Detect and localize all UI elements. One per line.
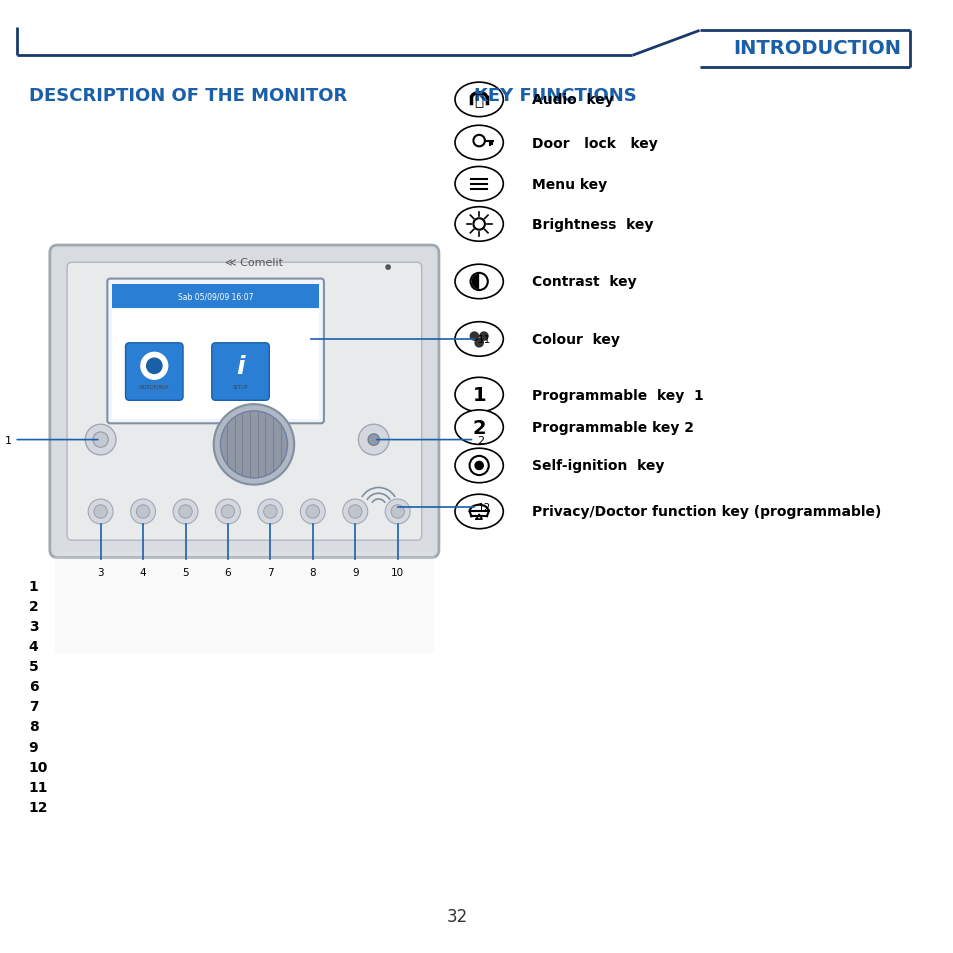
FancyBboxPatch shape — [50, 246, 438, 558]
Text: i: i — [236, 355, 245, 378]
Text: 7: 7 — [29, 700, 38, 714]
Text: 9: 9 — [29, 740, 38, 754]
Text: 1: 1 — [472, 386, 485, 405]
Circle shape — [257, 499, 282, 524]
Text: 1: 1 — [29, 578, 38, 593]
Text: KEY FUNCTIONS: KEY FUNCTIONS — [474, 87, 637, 105]
Circle shape — [348, 505, 361, 518]
Circle shape — [215, 499, 240, 524]
Text: Brightness  key: Brightness key — [532, 217, 653, 232]
FancyBboxPatch shape — [67, 263, 421, 540]
Circle shape — [136, 505, 150, 518]
Circle shape — [306, 505, 319, 518]
Circle shape — [131, 499, 155, 524]
Ellipse shape — [455, 208, 503, 242]
Text: Programmable  key  1: Programmable key 1 — [532, 388, 703, 402]
FancyBboxPatch shape — [54, 552, 434, 654]
Circle shape — [147, 358, 162, 375]
Text: 9: 9 — [352, 567, 358, 578]
Text: 11: 11 — [477, 335, 491, 345]
Circle shape — [141, 353, 168, 380]
Text: 6: 6 — [224, 567, 231, 578]
Text: SETUP: SETUP — [233, 385, 248, 390]
Text: DESCRIPTION OF THE MONITOR: DESCRIPTION OF THE MONITOR — [29, 87, 347, 105]
Text: 32: 32 — [446, 907, 467, 925]
Circle shape — [92, 433, 109, 448]
Text: Menu key: Menu key — [532, 177, 606, 192]
Text: INTRODUCTION: INTRODUCTION — [732, 39, 900, 58]
Ellipse shape — [455, 126, 503, 161]
Circle shape — [469, 332, 478, 341]
Text: ⌒: ⌒ — [474, 92, 483, 108]
Text: 3: 3 — [29, 619, 38, 633]
Ellipse shape — [455, 411, 503, 445]
Text: 12: 12 — [29, 801, 49, 814]
Text: VIDEOFONIA: VIDEOFONIA — [139, 385, 170, 390]
FancyBboxPatch shape — [212, 343, 269, 401]
Text: 10: 10 — [29, 760, 48, 774]
Circle shape — [263, 505, 276, 518]
Circle shape — [300, 499, 325, 524]
Text: 11: 11 — [29, 780, 49, 794]
Text: 2: 2 — [472, 418, 485, 437]
Text: 4: 4 — [139, 567, 146, 578]
Text: 3: 3 — [97, 567, 104, 578]
Ellipse shape — [455, 322, 503, 356]
Text: 6: 6 — [29, 679, 38, 694]
Circle shape — [474, 338, 483, 348]
Text: Contrast  key: Contrast key — [532, 275, 636, 289]
Text: Audio  key: Audio key — [532, 93, 613, 108]
Ellipse shape — [455, 495, 503, 529]
Ellipse shape — [455, 265, 503, 299]
Circle shape — [385, 265, 391, 271]
Text: 12: 12 — [477, 502, 491, 512]
Text: 4: 4 — [29, 639, 38, 653]
Circle shape — [342, 499, 367, 524]
FancyBboxPatch shape — [112, 310, 319, 419]
Ellipse shape — [455, 168, 503, 202]
Ellipse shape — [455, 83, 503, 117]
Text: 1: 1 — [5, 436, 11, 445]
Text: 2: 2 — [29, 599, 38, 613]
Circle shape — [172, 499, 198, 524]
Text: Privacy/Doctor function key (programmable): Privacy/Doctor function key (programmabl… — [532, 505, 881, 519]
Ellipse shape — [455, 449, 503, 483]
Text: Door   lock   key: Door lock key — [532, 136, 657, 151]
Circle shape — [88, 499, 113, 524]
Text: Sab 05/09/09 16:07: Sab 05/09/09 16:07 — [177, 292, 253, 301]
Text: 5: 5 — [182, 567, 189, 578]
Text: Programmable key 2: Programmable key 2 — [532, 420, 693, 435]
Circle shape — [478, 332, 488, 341]
FancyBboxPatch shape — [112, 285, 319, 309]
Wedge shape — [471, 274, 478, 290]
Text: 8: 8 — [309, 567, 315, 578]
Text: Colour  key: Colour key — [532, 333, 619, 347]
Circle shape — [368, 435, 379, 446]
Text: 5: 5 — [29, 659, 38, 674]
Text: 7: 7 — [267, 567, 274, 578]
FancyBboxPatch shape — [108, 279, 324, 424]
Circle shape — [93, 505, 108, 518]
Text: 8: 8 — [29, 720, 38, 734]
Circle shape — [358, 425, 389, 456]
Text: ≪ Comelit: ≪ Comelit — [225, 258, 283, 268]
Circle shape — [385, 499, 410, 524]
Text: Self-ignition  key: Self-ignition key — [532, 459, 663, 473]
Circle shape — [220, 412, 287, 478]
Text: 10: 10 — [391, 567, 404, 578]
Circle shape — [85, 425, 116, 456]
Text: 2: 2 — [476, 436, 484, 445]
Circle shape — [213, 405, 294, 485]
FancyBboxPatch shape — [126, 343, 183, 401]
Circle shape — [391, 505, 404, 518]
Circle shape — [474, 461, 483, 471]
Circle shape — [178, 505, 192, 518]
Circle shape — [221, 505, 234, 518]
Ellipse shape — [455, 378, 503, 413]
